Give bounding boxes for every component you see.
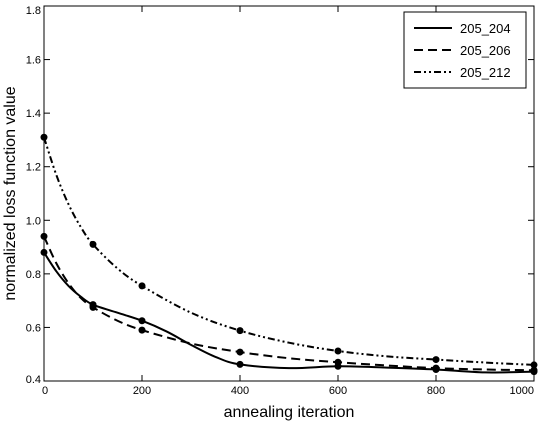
x-tick-label: 200 <box>133 385 151 397</box>
x-tick-label: 400 <box>231 385 249 397</box>
data-point <box>138 317 146 325</box>
plot-area <box>40 133 538 376</box>
y-tick-label: 1.0 <box>26 215 41 227</box>
series-205_204 <box>40 248 538 376</box>
data-point <box>334 347 342 355</box>
legend: 205_204 205_206 205_212 <box>403 11 527 89</box>
y-tick-label: 1.8 <box>26 5 41 17</box>
data-point <box>236 327 244 335</box>
x-tick-label: 800 <box>427 385 445 397</box>
data-point <box>89 303 97 311</box>
y-axis-label: normalized loss function value <box>2 86 19 300</box>
data-point <box>432 364 440 372</box>
data-point <box>236 360 244 368</box>
x-axis-label: annealing iteration <box>224 404 355 421</box>
y-tick-label: 0.8 <box>26 269 41 281</box>
data-point <box>334 358 342 366</box>
data-point <box>89 240 97 248</box>
y-tick-label: 0.6 <box>26 322 41 334</box>
series-line <box>43 136 535 366</box>
legend-label: 205_212 <box>460 65 511 80</box>
axes: 0 200 400 600 800 1000 0.4 0.6 0.8 1.0 1.2 1.4 1.6 1.… <box>26 5 535 397</box>
x-tick-label: 600 <box>329 385 347 397</box>
data-point <box>138 326 146 334</box>
series-205_206 <box>40 232 538 374</box>
legend-box <box>403 11 527 89</box>
y-tick-label: 1.2 <box>26 162 41 174</box>
y-tick-label: 0.4 <box>26 374 41 386</box>
series-line <box>43 251 535 374</box>
x-tick-label: 0 <box>42 385 48 397</box>
data-point <box>236 348 244 356</box>
plot-frame <box>43 5 535 382</box>
data-point <box>432 356 440 364</box>
series-line <box>43 235 535 372</box>
legend-label: 205_206 <box>460 43 511 58</box>
legend-label: 205_204 <box>460 21 511 36</box>
x-tick-label: 1000 <box>510 385 534 397</box>
series-205_212 <box>40 133 538 369</box>
y-tick-label: 1.4 <box>26 108 41 120</box>
data-point <box>138 282 146 290</box>
y-tick-label: 1.6 <box>26 55 41 67</box>
